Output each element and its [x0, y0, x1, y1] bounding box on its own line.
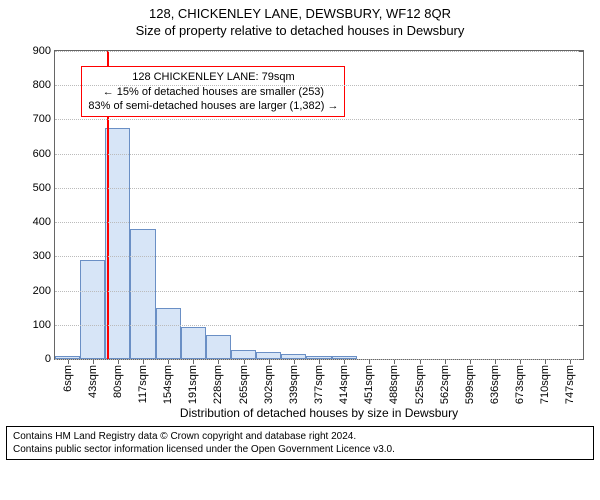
y-tick-label: 100 — [33, 319, 55, 331]
y-tick-mark — [579, 222, 584, 223]
page-title: 128, CHICKENLEY LANE, DEWSBURY, WF12 8QR — [0, 0, 600, 21]
y-tick-mark — [579, 51, 584, 52]
y-tick-mark — [579, 119, 584, 120]
y-tick-label: 500 — [33, 182, 55, 194]
x-tick-label: 154sqm — [162, 359, 174, 404]
x-axis-label: Distribution of detached houses by size … — [54, 406, 584, 420]
y-tick-label: 600 — [33, 148, 55, 160]
y-tick-mark — [579, 359, 584, 360]
x-tick-label: 265sqm — [238, 359, 250, 404]
bar-slot: 562sqm — [432, 51, 457, 359]
x-tick-label: 747sqm — [564, 359, 576, 404]
x-tick-label: 636sqm — [489, 359, 501, 404]
y-tick-label: 200 — [33, 285, 55, 297]
grid-line — [55, 85, 583, 86]
x-tick-label: 673sqm — [514, 359, 526, 404]
x-tick-label: 710sqm — [539, 359, 551, 404]
property-callout: 128 CHICKENLEY LANE: 79sqm← 15% of detac… — [81, 66, 345, 117]
x-tick-label: 228sqm — [212, 359, 224, 404]
bar — [80, 260, 105, 359]
x-tick-label: 488sqm — [388, 359, 400, 404]
callout-line: 83% of semi-detached houses are larger (… — [88, 99, 338, 113]
bar — [130, 229, 155, 359]
x-tick-label: 377sqm — [313, 359, 325, 404]
page-subtitle: Size of property relative to detached ho… — [0, 21, 600, 42]
y-tick-label: 900 — [33, 45, 55, 57]
grid-line — [55, 256, 583, 257]
grid-line — [55, 291, 583, 292]
bar-slot: 6sqm — [55, 51, 80, 359]
x-tick-label: 339sqm — [288, 359, 300, 404]
callout-line: 128 CHICKENLEY LANE: 79sqm — [88, 70, 338, 84]
attribution-footer: Contains HM Land Registry data © Crown c… — [6, 426, 594, 460]
y-tick-label: 400 — [33, 216, 55, 228]
bar-slot: 599sqm — [457, 51, 482, 359]
y-tick-label: 300 — [33, 250, 55, 262]
bar-slot: 710sqm — [533, 51, 558, 359]
y-tick-mark — [579, 325, 584, 326]
footer-line-2: Contains public sector information licen… — [13, 443, 587, 456]
grid-line — [55, 222, 583, 223]
y-tick-mark — [579, 256, 584, 257]
x-tick-label: 599sqm — [464, 359, 476, 404]
x-tick-label: 191sqm — [187, 359, 199, 404]
y-tick-label: 800 — [33, 79, 55, 91]
bar-slot: 747sqm — [558, 51, 583, 359]
bar — [256, 352, 281, 359]
bar — [206, 335, 231, 359]
grid-line — [55, 154, 583, 155]
footer-line-1: Contains HM Land Registry data © Crown c… — [13, 430, 587, 443]
y-tick-mark — [579, 85, 584, 86]
x-tick-label: 414sqm — [338, 359, 350, 404]
bar — [231, 350, 256, 359]
grid-line — [55, 188, 583, 189]
y-tick-mark — [579, 188, 584, 189]
x-tick-label: 80sqm — [112, 359, 124, 398]
x-tick-label: 43sqm — [87, 359, 99, 398]
grid-line — [55, 325, 583, 326]
y-tick-label: 700 — [33, 113, 55, 125]
plot-area: 6sqm43sqm80sqm117sqm154sqm191sqm228sqm26… — [54, 50, 584, 360]
bar-slot: 525sqm — [407, 51, 432, 359]
chart-container: Number of detached properties 6sqm43sqm8… — [0, 42, 600, 422]
bar — [181, 327, 206, 360]
bar-slot: 451sqm — [357, 51, 382, 359]
y-tick-mark — [579, 154, 584, 155]
bar — [156, 308, 181, 359]
grid-line — [55, 51, 583, 52]
callout-line: ← 15% of detached houses are smaller (25… — [88, 85, 338, 99]
bar-slot: 673sqm — [508, 51, 533, 359]
x-tick-label: 302sqm — [263, 359, 275, 404]
bar-slot: 488sqm — [382, 51, 407, 359]
x-tick-label: 562sqm — [439, 359, 451, 404]
bar-slot: 636sqm — [482, 51, 507, 359]
x-tick-label: 117sqm — [137, 359, 149, 403]
x-tick-label: 525sqm — [414, 359, 426, 404]
y-tick-mark — [579, 291, 584, 292]
x-tick-label: 451sqm — [363, 359, 375, 404]
grid-line — [55, 359, 583, 360]
y-tick-label: 0 — [45, 353, 55, 365]
grid-line — [55, 119, 583, 120]
